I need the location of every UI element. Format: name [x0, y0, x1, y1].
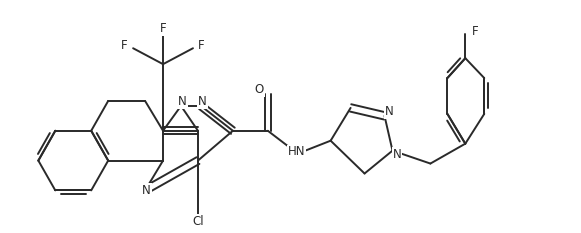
Text: F: F — [472, 25, 479, 38]
Text: F: F — [121, 39, 128, 52]
Text: N: N — [392, 148, 401, 161]
Text: N: N — [142, 184, 151, 197]
Text: F: F — [198, 39, 205, 52]
Text: N: N — [198, 95, 207, 108]
Text: O: O — [254, 83, 264, 96]
Text: HN: HN — [288, 145, 305, 158]
Text: Cl: Cl — [192, 215, 204, 228]
Text: F: F — [160, 22, 166, 35]
Text: N: N — [385, 105, 393, 118]
Text: N: N — [178, 95, 187, 108]
